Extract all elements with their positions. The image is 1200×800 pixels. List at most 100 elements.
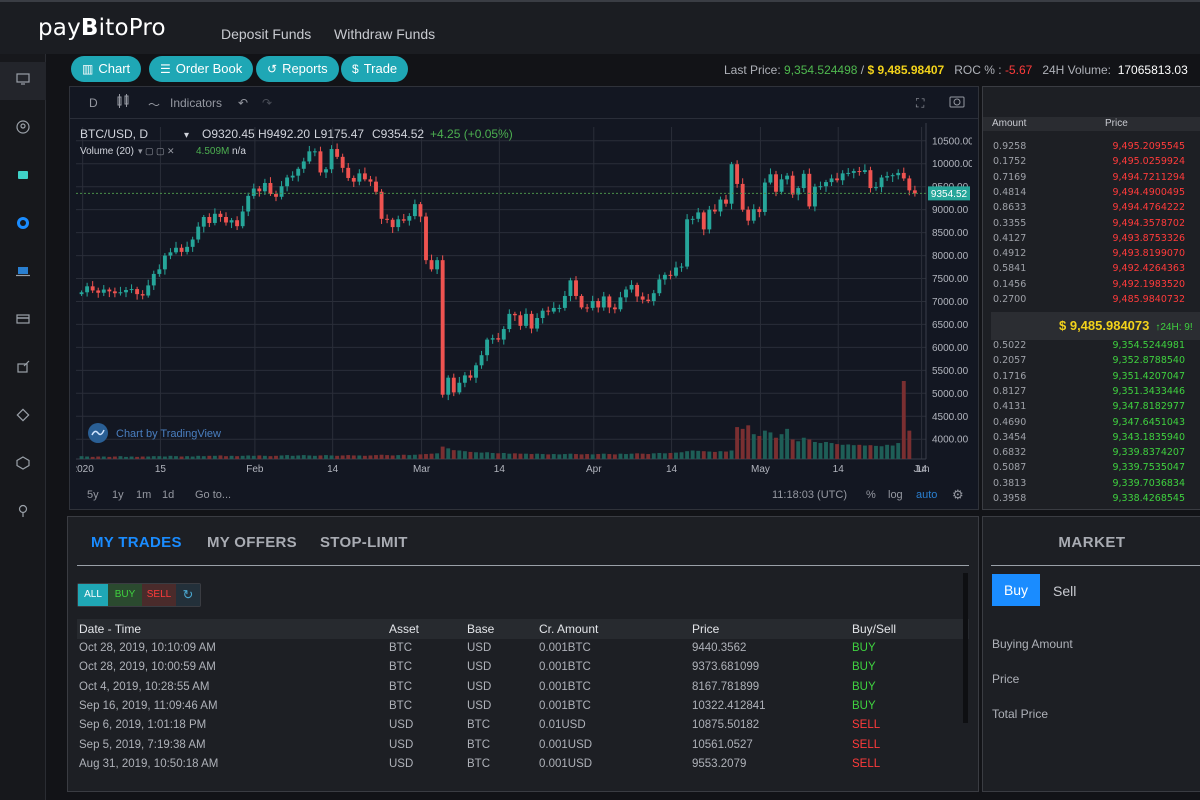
ask-row[interactable]: 0.9258 9,495.2095545 [983,141,1200,156]
ask-amount: 0.1752 [993,156,1027,168]
filter-sell[interactable]: SELL [142,584,176,606]
range-5y[interactable]: 5y [87,489,99,501]
indicators-icon[interactable]: 〜 [148,98,161,112]
nav-deposit-funds[interactable]: Deposit Funds [221,26,312,42]
bid-row[interactable]: 0.6832 9,339.8374207 [983,447,1200,462]
trade-button[interactable]: $ Trade [341,56,409,82]
buy-tab-button[interactable]: Buy [992,574,1040,606]
goto-button[interactable]: Go to... [195,489,232,501]
sell-tab-button[interactable]: Sell [1053,583,1077,599]
filter-buy[interactable]: BUY [108,584,142,606]
chart-button[interactable]: ▥ Chart [71,56,142,82]
tab-stop-limit[interactable]: STOP-LIMIT [320,534,408,551]
row-date-time: Oct 28, 2019, 10:10:09 AM [79,642,216,654]
order-book-button[interactable]: ☰ Order Book [149,56,254,82]
candle-body [374,181,378,192]
table-row[interactable]: Aug 31, 2019, 10:50:18 AM USD BTC 0.001USD 9… [77,755,969,774]
order-book-mid-price: $ 9,485.984073 ↑24H: 9! [991,312,1200,340]
market-panel: MARKET Buy Sell Buying Amount Price Tota… [982,516,1200,792]
x-tick-label: 14 [833,464,845,475]
range-1m[interactable]: 1m [136,489,152,501]
candle-type-icon[interactable] [116,93,130,112]
user-icon[interactable] [14,120,32,138]
bid-row[interactable]: 0.4131 9,347.8182977 [983,401,1200,416]
candles [79,143,917,401]
row-date-time: Sep 6, 2019, 1:01:18 PM [79,719,207,732]
ask-row[interactable]: 0.7169 9,494.7211294 [983,172,1200,187]
bid-row[interactable]: 0.5022 9,354.5244981 [983,340,1200,355]
candle-body [840,173,845,181]
percent-toggle[interactable]: % [866,489,876,501]
logo[interactable]: payBitoPro [38,15,166,41]
candle-body [901,172,906,179]
undo-icon[interactable]: ↶ [238,96,249,110]
price-chart[interactable]: 10500.0010000.009500.009000.008500.00800… [76,123,972,485]
location-icon[interactable] [14,504,32,522]
ask-amount: 0.2700 [993,294,1027,305]
candle-body [690,218,695,220]
table-row[interactable]: Sep 5, 2019, 7:19:38 AM USD BTC 0.001USD 105… [77,736,969,755]
volume-bar [651,453,656,459]
refresh-icon[interactable]: ↻ [176,584,200,606]
volume-bar [107,456,112,459]
volume-bar [151,456,156,459]
ask-row[interactable]: 0.1752 9,495.0259924 [983,156,1200,171]
laptop-icon[interactable] [14,264,32,282]
volume-bar [535,453,540,459]
table-row[interactable]: Oct 28, 2019, 10:10:09 AM BTC USD 0.001BTC 9… [77,639,969,658]
indicators-button[interactable]: Indicators [170,96,223,110]
bid-row[interactable]: 0.5087 9,339.7535047 [983,462,1200,477]
candle-body [396,219,401,228]
volume-bar [596,454,601,459]
bid-row[interactable]: 0.8127 9,351.3433446 [983,386,1200,401]
table-row[interactable]: Sep 16, 2019, 11:09:46 AM BTC USD 0.001BTC 1… [77,697,969,716]
volume-bar [646,454,651,459]
ask-row[interactable]: 0.4912 9,493.8199070 [983,248,1200,263]
ask-row[interactable]: 0.3355 9,494.3578702 [983,218,1200,233]
bid-row[interactable]: 0.2057 9,352.8788540 [983,355,1200,370]
candle-body [485,339,490,356]
table-row[interactable]: Oct 4, 2019, 10:28:55 AM BTC USD 0.001BTC 81… [77,678,969,697]
monitor-icon[interactable] [14,72,32,90]
bid-row[interactable]: 0.4690 9,347.6451043 [983,417,1200,432]
table-row[interactable]: Sep 6, 2019, 1:01:18 PM USD BTC 0.01USD 1087… [77,716,969,735]
row-base: USD [467,680,492,693]
ask-price: 9,494.3578702 [1112,217,1185,229]
ask-row[interactable]: 0.5841 9,492.4264363 [983,263,1200,278]
log-toggle[interactable]: log [888,489,903,501]
table-row[interactable]: Oct 28, 2019, 10:00:59 AM BTC USD 0.001BTC 9… [77,658,969,677]
range-1y[interactable]: 1y [112,489,124,501]
bid-row[interactable]: 0.3958 9,338.4268545 [983,493,1200,508]
tab-my-offers[interactable]: MY OFFERS [207,534,297,551]
settings-gear-icon[interactable]: ⚙ [952,487,964,502]
nav-withdraw-funds[interactable]: Withdraw Funds [334,26,436,42]
range-1d[interactable]: 1d [162,489,175,501]
wallet-icon[interactable] [14,168,32,186]
ticket-icon[interactable] [14,408,32,426]
interval-selector[interactable]: D [89,96,98,110]
volume-bar [101,456,106,459]
row-asset: BTC [389,661,412,674]
ask-row[interactable]: 0.1456 9,492.1983520 [983,279,1200,294]
network-icon[interactable] [14,456,32,474]
tab-my-trades[interactable]: MY TRADES [91,534,182,551]
globe-icon[interactable] [14,216,32,234]
volume-bar [312,455,317,459]
auto-toggle[interactable]: auto [916,489,938,501]
bid-row[interactable]: 0.3454 9,343.1835940 [983,432,1200,447]
camera-icon[interactable] [949,94,965,111]
bid-row[interactable]: 0.1716 9,351.4207047 [983,371,1200,386]
redo-icon[interactable]: ↷ [262,96,273,110]
fullscreen-icon[interactable]: ⛶ [916,96,925,110]
filter-all[interactable]: ALL [78,584,108,606]
ask-row[interactable]: 0.8633 9,494.4764222 [983,202,1200,217]
ask-row[interactable]: 0.4127 9,493.8753326 [983,233,1200,248]
reports-button[interactable]: ↺ Reports [256,56,339,82]
bid-row[interactable]: 0.3813 9,339.7036834 [983,478,1200,493]
ask-row[interactable]: 0.4814 9,494.4900495 [983,187,1200,202]
export-icon[interactable] [14,360,32,378]
trades-scrollbar[interactable] [963,573,968,723]
card-icon[interactable] [14,312,32,330]
ask-row[interactable]: 0.2700 9,485.9840732 [983,294,1200,309]
volume-bar [640,453,645,459]
